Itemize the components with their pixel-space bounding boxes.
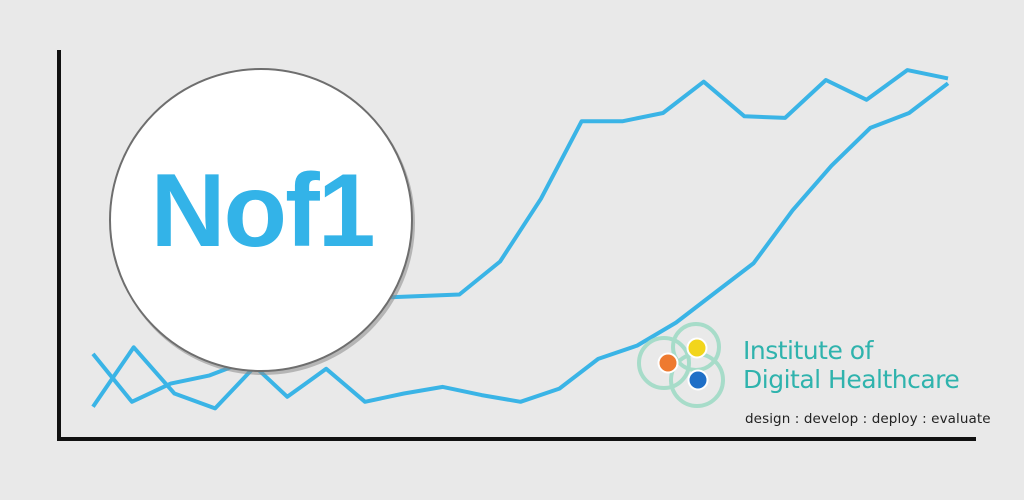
institute-logo-mark xyxy=(637,322,725,408)
yellow-dot xyxy=(686,337,708,359)
nof1-title: Nof1 xyxy=(150,153,375,269)
nof1-badge xyxy=(109,68,415,375)
logo-line-1: Institute of xyxy=(743,336,873,365)
blue-dot xyxy=(687,369,709,391)
logo-line-2: Digital Healthcare xyxy=(743,365,960,394)
series-line-1 xyxy=(91,68,949,411)
orange-dot xyxy=(657,352,679,374)
logo-tagline: design : develop : deploy : evaluate xyxy=(745,411,991,427)
